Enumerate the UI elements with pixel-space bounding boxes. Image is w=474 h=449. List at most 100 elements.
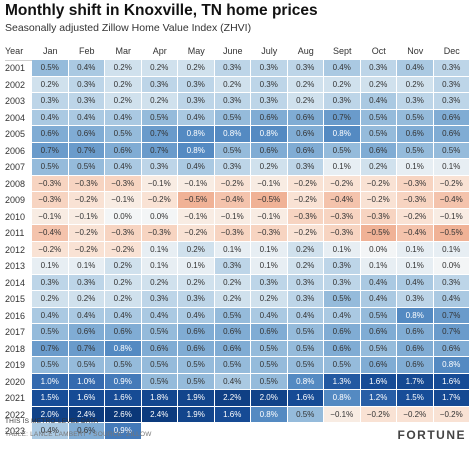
chart-title: Monthly shift in Knoxville, TN home pric… [5,2,318,19]
heatmap-cell: 0.3% [360,60,397,77]
heatmap-cell: 1.9% [178,390,215,407]
heatmap-cell: 0.2% [324,76,361,93]
heatmap-cell: 0.1% [397,159,434,176]
heatmap-cell: 0.4% [360,291,397,308]
heatmap-cell: 0.3% [178,291,215,308]
heatmap-cell: 0.3% [433,60,470,77]
heatmap-cell: 1.7% [433,390,470,407]
year-label: 2005 [5,129,26,139]
heatmap-cell: −0.2% [360,192,397,209]
heatmap-cell: 0.4% [105,307,142,324]
column-header-row: Year Jan Feb Mar Apr May June July Aug Sept Oct No… [0,44,474,58]
heatmap-cell: 0.6% [360,357,397,374]
heatmap-cell: 0.6% [324,324,361,341]
heatmap-cell: −0.2% [287,175,324,192]
heatmap-cell: 0.5% [141,109,178,126]
heatmap-cell: 0.3% [433,93,470,110]
heatmap-cell: 0.4% [324,60,361,77]
heatmap-cell: −0.5% [178,192,215,209]
heatmap-cell: 0.7% [324,109,361,126]
heatmap-cell: 0.3% [433,274,470,291]
heatmap-cell: 0.2% [141,274,178,291]
heatmap-cell: 0.6% [214,340,251,357]
heatmap-cell: 0.5% [141,324,178,341]
heatmap-cell: −0.3% [360,208,397,225]
column-header-aug: Aug [297,46,314,56]
table-row: 2004 0.4% 0.4% 0.4% 0.5% 0.4% 0.5% 0.6% 0.6% 0.7%… [0,109,474,128]
heatmap-cell: 0.1% [214,241,251,258]
year-label: 2018 [5,343,26,354]
heatmap-cell: 0.4% [397,60,434,77]
heatmap-cell: 0.6% [287,126,324,143]
heatmap-cell: −0.1% [178,208,215,225]
heatmap-cell: −0.3% [214,225,251,242]
heatmap-cell: 0.3% [397,291,434,308]
heatmap-cell: 0.5% [251,373,288,390]
heatmap-cell: 0.8% [324,126,361,143]
heatmap-cell: 0.8% [178,142,215,159]
heatmap-cell: −0.1% [32,208,69,225]
heatmap-cell: 0.6% [141,340,178,357]
heatmap-cell: 0.2% [105,76,142,93]
heatmap-cell: −0.2% [360,406,397,423]
table-row: 2019 0.5% 0.5% 0.5% 0.5% 0.5% 0.5% 0.5% 0.5% 0.5%… [0,357,474,375]
heatmap-cell: 1.7% [397,373,434,390]
heatmap-cell: 0.1% [251,241,288,258]
table-row: 2013 0.1% 0.1% 0.2% 0.1% 0.1% 0.3% 0.1% 0.2% 0.3%… [0,258,474,276]
heatmap-cell: 1.5% [32,390,69,407]
heatmap-cell: 0.4% [251,307,288,324]
heatmap-cell: 0.9% [105,373,142,390]
year-label: 2020 [5,376,26,387]
heatmap-cell: 0.6% [433,109,470,126]
heatmap-cell: −0.3% [324,225,361,242]
table-row: 2015 0.2% 0.2% 0.2% 0.3% 0.3% 0.2% 0.2% 0.3% 0.5%… [0,291,474,309]
brand-logo: FORTUNE [397,428,466,442]
heatmap-cell: 0.2% [287,93,324,110]
table-row: 2016 0.4% 0.4% 0.4% 0.4% 0.4% 0.5% 0.4% 0.4% 0.4%… [0,307,474,326]
heatmap-cell: 0.3% [32,274,69,291]
heatmap-cell: 0.6% [105,324,142,341]
heatmap-cell: 0.4% [433,291,470,308]
heatmap-cell: 0.4% [287,307,324,324]
heatmap-cell: 0.8% [251,126,288,143]
heatmap-cell: 0.6% [32,126,69,143]
heatmap-cell: 0.3% [178,76,215,93]
footer-note: THIS IS METRO-LEVEL DATA [5,418,99,425]
heatmap-cell: 0.4% [68,60,105,77]
heatmap-cell: 0.3% [68,76,105,93]
heatmap-cell: 0.2% [397,76,434,93]
heatmap-cell: 0.5% [433,142,470,159]
heatmap-cell: −0.4% [433,192,470,209]
heatmap-cell: −0.2% [287,192,324,209]
heatmap-cell: 0.3% [141,291,178,308]
column-header-sept: Sept [332,46,352,56]
heatmap-cell: 0.3% [178,93,215,110]
heatmap-cell: −0.2% [68,192,105,209]
heatmap-cell: 0.2% [32,291,69,308]
heatmap-cell: 0.6% [105,142,142,159]
heatmap-cell: 0.0% [360,241,397,258]
year-label: 2017 [5,327,26,337]
heatmap-cell: 0.8% [433,357,470,374]
heatmap-cell: 0.3% [141,76,178,93]
heatmap-cell: −0.3% [105,175,142,192]
table-row: 2022 2.0% 2.4% 2.6% 2.4% 1.9% 1.6% 0.8% 0.5% −0.1… [0,406,474,425]
heatmap-cell: −0.5% [360,225,397,242]
heatmap-cell: 0.5% [397,142,434,159]
heatmap-cell: 1.6% [214,406,251,423]
heatmap-cell: −0.2% [178,225,215,242]
heatmap-cell: 0.2% [105,291,142,308]
year-label: 2022 [5,409,26,420]
table-row: 2002 0.2% 0.3% 0.2% 0.3% 0.3% 0.2% 0.3% 0.2% 0.2%… [0,76,474,95]
heatmap-cell: 2.0% [251,390,288,407]
table-row: 2003 0.3% 0.3% 0.2% 0.2% 0.3% 0.3% 0.3% 0.2% 0.3%… [0,93,474,111]
heatmap-cell: 0.3% [214,258,251,275]
heatmap-cell: 0.4% [141,307,178,324]
heatmap-cell: 0.5% [32,324,69,341]
heatmap-cell: 0.6% [214,324,251,341]
heatmap-cell: 0.5% [214,142,251,159]
table-row: 2005 0.6% 0.6% 0.5% 0.7% 0.8% 0.8% 0.8% 0.6% 0.8%… [0,126,474,144]
heatmap-cell: 0.5% [251,340,288,357]
heatmap-cell: 0.2% [251,291,288,308]
heatmap-cell: −0.2% [68,241,105,258]
